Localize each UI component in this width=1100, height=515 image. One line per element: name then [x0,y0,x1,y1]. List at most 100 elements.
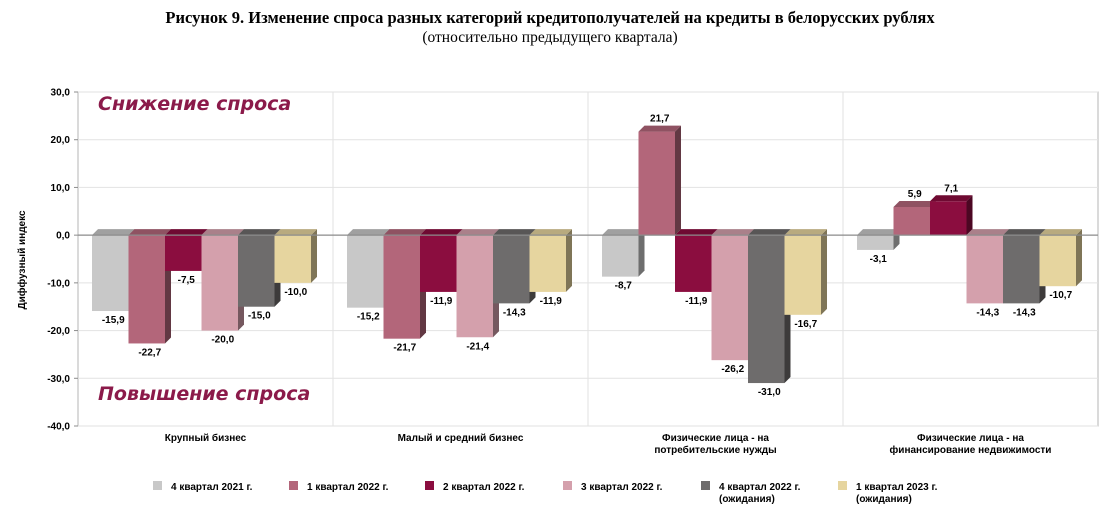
bar [966,229,1009,304]
bar [92,229,135,312]
bar [238,229,281,307]
bar-front [383,235,420,339]
bar-top [893,200,936,207]
y-tick-label: 0,0 [56,231,70,242]
legend-label: (ожидания) [719,494,775,505]
bar-front [784,235,821,315]
bar-top [711,229,754,236]
data-label: -14,3 [976,307,999,318]
bar-front [1039,235,1076,287]
bar-front [238,235,275,307]
bar [784,229,827,315]
data-label: -14,3 [1013,307,1036,318]
legend-swatch [563,481,572,490]
data-label: -11,9 [540,296,563,307]
bar [1039,229,1082,287]
legend-label: 1 квартал 2022 г. [307,482,389,493]
bar [274,229,317,283]
y-tick-label: 30,0 [51,88,71,99]
data-label: -15,0 [248,311,271,322]
data-label: -11,9 [430,296,453,307]
y-tick-label: -10,0 [47,278,70,289]
y-tick-label: -20,0 [47,326,70,337]
category-label: Малый и средний бизнес [398,432,524,444]
data-label: -10,0 [284,287,307,298]
bar-front [748,235,785,384]
data-label: -26,2 [721,364,744,375]
bar [602,229,645,277]
bar-front [1003,235,1040,304]
data-label: -7,5 [178,275,196,286]
bar-side [311,229,317,283]
bar-front [274,235,311,283]
bar-front [128,235,165,344]
bar-side [966,195,973,236]
data-label: -15,2 [357,312,380,323]
bar-top [420,229,463,236]
bar-top [966,229,1009,236]
category-label: потребительские нужды [654,444,776,456]
bar [711,229,754,361]
y-tick-label: 20,0 [51,135,71,146]
data-label: 5,9 [908,189,922,200]
chart-title: Рисунок 9. Изменение спроса разных катег… [165,8,935,27]
bar-side [566,229,572,292]
category-labels: Крупный бизнес Малый и средний бизнес Физи… [165,432,1052,456]
data-label: -21,4 [466,341,489,352]
legend-item: 4 квартал 2022 г.(ожидания) [701,481,801,505]
data-label: -8,7 [615,281,633,292]
bar-top [347,229,390,236]
category-label: Физические лица - на [662,433,769,444]
legend-swatch [289,481,298,490]
legend-swatch [425,481,434,490]
bar-front [493,235,530,304]
legend-item: 1 квартал 2022 г. [289,481,389,493]
bar-top [456,229,499,236]
bar [493,229,536,304]
bar-top [930,195,973,202]
bar-side [1076,229,1082,287]
bar-top [675,229,718,236]
bar-front [92,235,129,312]
bar-top [493,229,536,236]
bar-front [347,235,384,308]
legend-item: 2 квартал 2022 г. [425,481,525,493]
legend-label: 2 квартал 2022 г. [443,482,525,493]
bar-top [1003,229,1046,236]
data-label: -15,9 [102,315,125,326]
legend-label: (ожидания) [856,494,912,505]
bar-top [784,229,827,236]
legend-item: 1 квартал 2023 г.(ожидания) [838,481,938,505]
y-tick-label: -40,0 [47,422,70,433]
bar-front [201,235,238,331]
bar-front [529,235,566,292]
bar [165,229,208,271]
bar-top [128,229,171,236]
bar-front [675,235,712,292]
legend-label: 3 квартал 2022 г. [581,482,663,493]
bar-top [602,229,645,236]
bar [456,229,499,338]
bar-top [274,229,317,236]
bar [201,229,244,331]
data-label: -20,0 [211,335,234,346]
y-tick-label: -30,0 [47,374,70,385]
bars-group [92,125,1082,384]
y-axis-ticks: 30,0 20,0 10,0 0,0 -10,0 -20,0 -30,0 -40,0 [47,88,78,433]
bar-top [857,229,900,236]
legend-item: 4 квартал 2021 г. [153,481,253,493]
bar-front [456,235,493,338]
bar-top [92,229,135,236]
data-label: 21,7 [650,114,670,125]
legend-swatch [701,481,710,490]
data-label: 7,1 [944,183,958,194]
bar [893,200,936,236]
bar [638,125,681,236]
bar-side [821,229,827,315]
bar [675,229,718,292]
bar-front [966,235,1003,304]
legend: 4 квартал 2021 г. 1 квартал 2022 г. 2 квар… [153,481,938,505]
bar-front [857,235,894,250]
data-labels: -15,9 -22,7 -7,5 -20,0 -15,0 -10,0 -15,2 -21,7 -… [102,114,1073,398]
